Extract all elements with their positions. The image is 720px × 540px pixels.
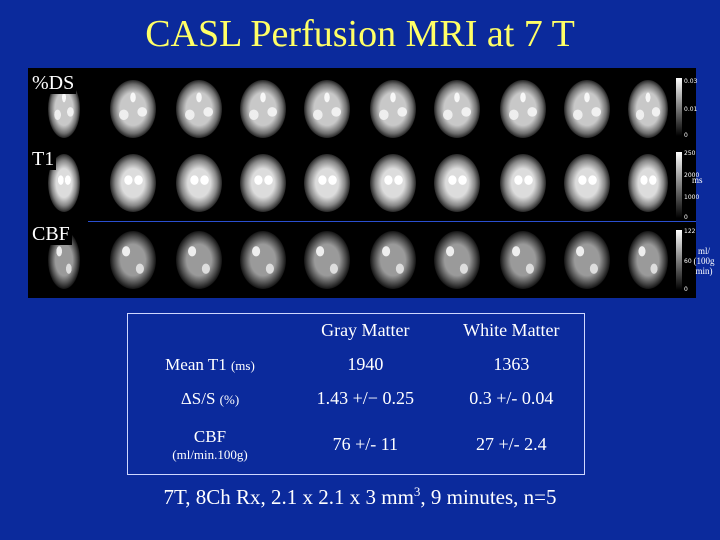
row-header: ΔS/S (%) — [128, 382, 292, 416]
row-divider — [88, 221, 696, 222]
row-unit: (ms) — [230, 357, 255, 373]
brain-slice — [304, 231, 350, 289]
brain-slice — [176, 231, 222, 289]
brain-slice — [370, 231, 416, 289]
brain-slice — [370, 80, 416, 138]
col-header-white-matter: White Matter — [463, 320, 560, 341]
row-header: CBF (ml/min.100g) — [128, 416, 292, 474]
t1-scale-tick: 0 — [684, 214, 688, 221]
brain-slice — [110, 154, 156, 212]
t1-image-row — [38, 146, 688, 218]
ds-scale-tick: 0 — [684, 132, 688, 139]
row-unit: (%) — [219, 391, 240, 407]
table-row: ΔS/S (%) 1.43 +/− 0.25 0.3 +/- 0.04 — [128, 382, 584, 416]
brain-slice — [304, 154, 350, 212]
brain-slice — [628, 154, 668, 212]
col-header-gray-matter: Gray Matter — [321, 320, 410, 341]
cbf-image-row — [38, 223, 688, 295]
table-row: Mean T1 (ms) 1940 1363 — [128, 348, 584, 382]
t1-scale-tick: 1000 — [684, 194, 700, 201]
brain-slice — [240, 231, 286, 289]
brain-slice — [628, 231, 668, 289]
mri-image-panel: %DS 0.03 0.01 0 T1 250 2000 1000 0 ms CB… — [28, 68, 703, 298]
summary-text-end: , 9 minutes, n=5 — [420, 485, 557, 509]
ds-scale-tick: 0.01 — [684, 106, 698, 113]
table-corner — [128, 314, 292, 348]
summary-text: 7T, 8Ch Rx, 2.1 x 2.1 x 3 mm — [163, 485, 414, 509]
brain-slice — [176, 154, 222, 212]
brain-slice — [564, 231, 610, 289]
cbf-scale-tick: 122 — [684, 228, 696, 235]
brain-slice — [434, 231, 480, 289]
brain-slice — [240, 154, 286, 212]
brain-slice — [370, 154, 416, 212]
table-cell: 1363 — [493, 354, 530, 375]
brain-slice — [434, 80, 480, 138]
row-name: CBF — [193, 426, 227, 446]
summary-superscript: 3 — [413, 484, 421, 499]
results-table: Gray Matter White Matter Mean T1 (ms) 19… — [127, 313, 585, 475]
row-header: Mean T1 (ms) — [128, 348, 292, 382]
t1-colorbar — [676, 152, 682, 218]
row-label-t1: T1 — [30, 148, 57, 170]
row-label-ds: %DS — [30, 72, 77, 94]
row-unit: (ml/min.100g) — [172, 446, 248, 462]
t1-scale-tick: 2000 — [684, 172, 700, 179]
row-label-cbf: CBF — [30, 223, 72, 245]
ds-colorbar — [676, 78, 682, 136]
brain-slice — [564, 80, 610, 138]
row-name: Mean T1 — [165, 354, 227, 374]
table-header-row: Gray Matter White Matter — [128, 314, 584, 348]
ds-scale-tick: 0.03 — [684, 78, 698, 85]
t1-unit: ms — [692, 175, 703, 185]
table-cell: 1940 — [347, 354, 384, 375]
slide-title: CASL Perfusion MRI at 7 T — [145, 13, 575, 55]
row-name: ΔS/S — [180, 388, 216, 408]
table-cell: 1.43 +/− 0.25 — [316, 388, 414, 409]
t1-scale-tick: 250 — [684, 150, 696, 157]
acquisition-summary: 7T, 8Ch Rx, 2.1 x 2.1 x 3 mm3, 9 minutes… — [0, 484, 720, 510]
brain-slice — [110, 231, 156, 289]
brain-slice — [500, 231, 546, 289]
brain-slice — [500, 154, 546, 212]
brain-slice — [176, 80, 222, 138]
ds-image-row — [38, 72, 688, 144]
cbf-colorbar — [676, 230, 682, 290]
cbf-unit: ml/ (100g min) — [693, 246, 715, 276]
brain-slice — [500, 80, 546, 138]
brain-slice — [304, 80, 350, 138]
table-cell: 0.3 +/- 0.04 — [469, 388, 554, 409]
brain-slice — [628, 80, 668, 138]
brain-slice — [564, 154, 610, 212]
cbf-scale-tick: 60 — [684, 258, 692, 265]
table-row: CBF (ml/min.100g) 76 +/- 11 27 +/- 2.4 — [128, 416, 584, 474]
table-cell: 76 +/- 11 — [332, 434, 399, 455]
brain-slice — [110, 80, 156, 138]
brain-slice — [434, 154, 480, 212]
brain-slice — [240, 80, 286, 138]
cbf-scale-tick: 0 — [684, 286, 688, 293]
table-cell: 27 +/- 2.4 — [475, 434, 547, 455]
